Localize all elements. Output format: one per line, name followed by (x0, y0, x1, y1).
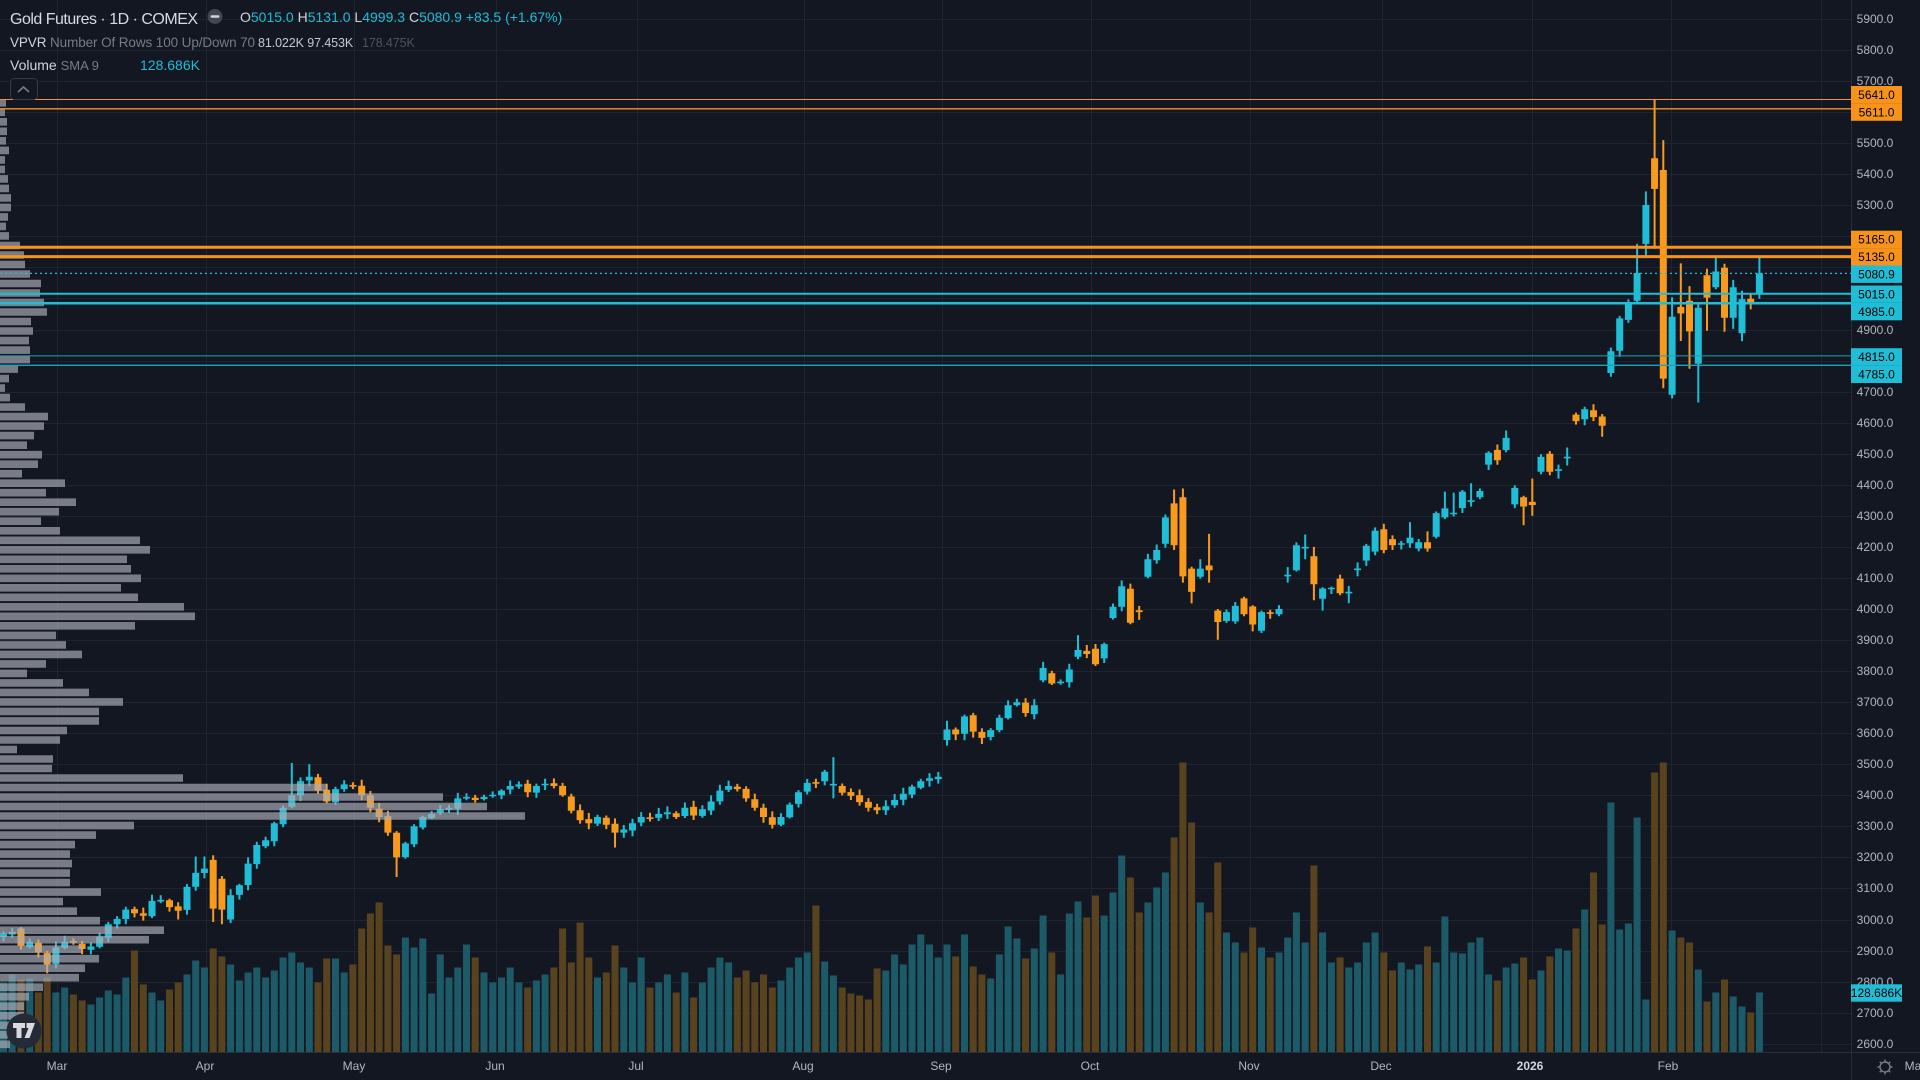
svg-text:3400.0: 3400.0 (1857, 788, 1894, 802)
svg-text:4600.0: 4600.0 (1857, 416, 1894, 430)
svg-text:Dec: Dec (1370, 1059, 1391, 1073)
svg-text:4900.0: 4900.0 (1857, 323, 1894, 337)
svg-text:3600.0: 3600.0 (1857, 726, 1894, 740)
svg-text:3000.0: 3000.0 (1857, 913, 1894, 927)
svg-text:5700.0: 5700.0 (1857, 74, 1894, 88)
svg-text:3700.0: 3700.0 (1857, 695, 1894, 709)
svg-text:4200.0: 4200.0 (1857, 540, 1894, 554)
svg-text:Feb: Feb (1658, 1059, 1679, 1073)
svg-text:5641.0: 5641.0 (1858, 88, 1895, 102)
svg-text:4000.0: 4000.0 (1857, 602, 1894, 616)
svg-text:Aug: Aug (792, 1059, 813, 1073)
svg-text:Mar: Mar (1905, 1059, 1920, 1073)
svg-text:5611.0: 5611.0 (1859, 105, 1895, 119)
svg-text:5165.0: 5165.0 (1858, 233, 1895, 247)
svg-text:Apr: Apr (196, 1059, 215, 1073)
svg-text:4400.0: 4400.0 (1857, 478, 1894, 492)
svg-text:Mar: Mar (47, 1059, 68, 1073)
svg-text:May: May (343, 1059, 366, 1073)
svg-text:3100.0: 3100.0 (1857, 881, 1894, 895)
svg-text:5015.0: 5015.0 (1858, 287, 1895, 301)
svg-text:4500.0: 4500.0 (1857, 447, 1894, 461)
svg-text:2600.0: 2600.0 (1857, 1037, 1894, 1051)
svg-text:3800.0: 3800.0 (1857, 664, 1894, 678)
svg-text:VPVR Number Of Rows 100 Up/Dow: VPVR Number Of Rows 100 Up/Down 70 81.022… (10, 35, 415, 50)
svg-text:Sep: Sep (930, 1059, 952, 1073)
svg-text:2026: 2026 (1517, 1059, 1544, 1073)
svg-text:4300.0: 4300.0 (1857, 509, 1894, 523)
svg-text:Gold Futures · 1D · COMEX: Gold Futures · 1D · COMEX (10, 11, 198, 28)
svg-text:3200.0: 3200.0 (1857, 850, 1894, 864)
svg-text:O5015.0 H5131.0 L4999.3 C5080.: O5015.0 H5131.0 L4999.3 C5080.9 +83.5 (+… (240, 9, 562, 25)
svg-text:4815.0: 4815.0 (1858, 350, 1895, 364)
svg-text:3500.0: 3500.0 (1857, 757, 1894, 771)
svg-text:128.686K: 128.686K (1851, 986, 1902, 1000)
svg-text:Oct: Oct (1081, 1059, 1100, 1073)
svg-text:4785.0: 4785.0 (1858, 368, 1895, 382)
svg-text:4985.0: 4985.0 (1858, 305, 1895, 319)
svg-text:5800.0: 5800.0 (1857, 43, 1894, 57)
svg-text:3900.0: 3900.0 (1857, 633, 1894, 647)
svg-text:5500.0: 5500.0 (1857, 136, 1894, 150)
svg-text:4100.0: 4100.0 (1857, 571, 1894, 585)
svg-text:Jun: Jun (485, 1059, 504, 1073)
svg-text:5400.0: 5400.0 (1857, 167, 1894, 181)
svg-text:2900.0: 2900.0 (1857, 944, 1894, 958)
svg-text:5080.9: 5080.9 (1858, 267, 1895, 281)
svg-text:4700.0: 4700.0 (1857, 385, 1894, 399)
svg-text:Nov: Nov (1238, 1059, 1259, 1073)
svg-text:2700.0: 2700.0 (1857, 1006, 1894, 1020)
svg-text:5300.0: 5300.0 (1857, 198, 1894, 212)
svg-text:Jul: Jul (628, 1059, 643, 1073)
svg-text:3300.0: 3300.0 (1857, 819, 1894, 833)
svg-text:5900.0: 5900.0 (1857, 12, 1894, 26)
svg-text:5135.0: 5135.0 (1858, 250, 1895, 264)
